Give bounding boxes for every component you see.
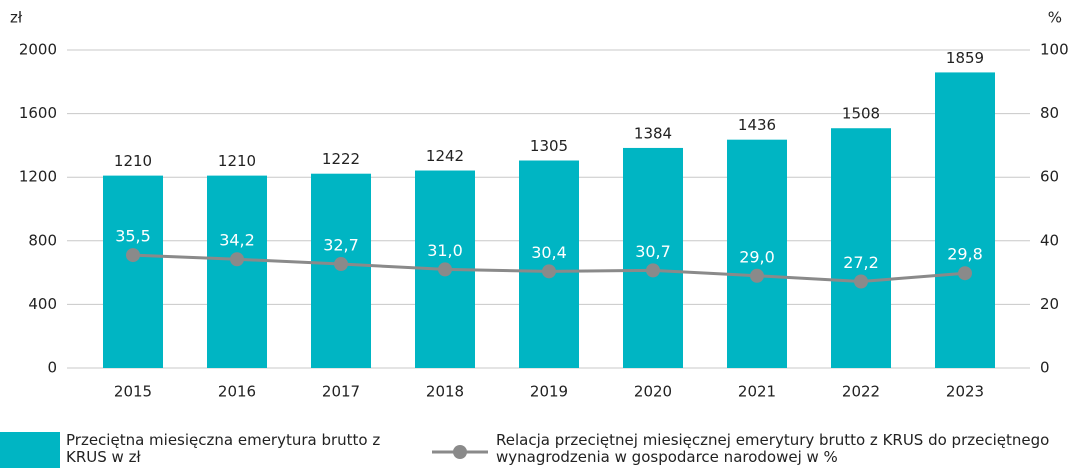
line-value-label: 27,2 — [843, 253, 879, 272]
line-marker — [438, 262, 452, 277]
x-tick-label: 2023 — [946, 383, 984, 401]
y-tick-label: 2000 — [19, 41, 57, 59]
y-tick-label: 400 — [28, 295, 57, 313]
bar-value-label: 1222 — [322, 150, 360, 168]
bar-value-label: 1210 — [114, 152, 152, 170]
line-value-label: 35,5 — [115, 227, 151, 246]
x-tick-label: 2015 — [114, 383, 152, 401]
bar — [831, 128, 891, 368]
chart: zł % 0 400 800 1200 1600 2000 0 20 40 60 80 100 2015… — [10, 9, 1069, 401]
y2-tick-label: 0 — [1040, 359, 1050, 377]
bar-value-label: 1305 — [530, 137, 568, 155]
line-value-label: 30,4 — [531, 243, 567, 262]
line-value-label: 29,0 — [739, 247, 775, 266]
x-tick-label: 2019 — [530, 383, 568, 401]
line-value-label: 31,0 — [427, 241, 463, 260]
bar — [727, 139, 787, 368]
line-value-label: 29,8 — [947, 245, 983, 264]
bar-value-label: 1436 — [738, 116, 776, 134]
bar-value-label: 1508 — [842, 105, 880, 123]
legend-swatch — [0, 432, 60, 468]
bar — [519, 160, 579, 368]
legend-marker — [453, 445, 467, 459]
legend-symbol — [432, 445, 488, 459]
bar-value-label: 1210 — [218, 152, 256, 170]
y-tick-label: 1600 — [19, 104, 57, 122]
bar — [623, 147, 683, 368]
line-marker — [334, 257, 348, 272]
x-tick-label: 2020 — [634, 383, 672, 401]
bar-value-label: 1859 — [946, 49, 984, 67]
line-marker — [958, 266, 972, 281]
legend-label: Przeciętna miesięczna emerytura brutto z… — [66, 431, 381, 466]
bar — [207, 175, 267, 368]
y2-tick-label: 40 — [1040, 231, 1059, 249]
y-tick-label: 1200 — [19, 168, 57, 186]
bar — [935, 72, 995, 368]
line-value-label: 32,7 — [323, 236, 359, 255]
legend-label: Relacja przeciętnej miesięcznej emerytur… — [496, 431, 1050, 466]
x-tick-label: 2021 — [738, 383, 776, 401]
line-marker — [646, 263, 660, 278]
y2-tick-label: 20 — [1040, 295, 1059, 313]
line-marker — [542, 264, 556, 279]
x-tick-label: 2017 — [322, 383, 360, 401]
x-tick-label: 2018 — [426, 383, 464, 401]
line-value-label: 30,7 — [635, 242, 671, 261]
line-value-label: 34,2 — [219, 231, 255, 250]
y2-tick-label: 100 — [1040, 41, 1069, 59]
line-marker — [750, 268, 764, 283]
line-marker — [854, 274, 868, 289]
y2-tick-label: 80 — [1040, 104, 1059, 122]
y2-axis-label: % — [1048, 9, 1062, 27]
y2-tick-label: 60 — [1040, 168, 1059, 186]
y-axis-label: zł — [10, 9, 23, 27]
x-tick-label: 2022 — [842, 383, 880, 401]
bar-value-label: 1242 — [426, 147, 464, 165]
bar-value-label: 1384 — [634, 124, 672, 142]
line-marker — [126, 248, 140, 263]
y-tick-label: 800 — [28, 231, 57, 249]
line-marker — [230, 252, 244, 267]
x-tick-label: 2016 — [218, 383, 256, 401]
bar — [103, 175, 163, 368]
y-tick-label: 0 — [47, 359, 57, 377]
